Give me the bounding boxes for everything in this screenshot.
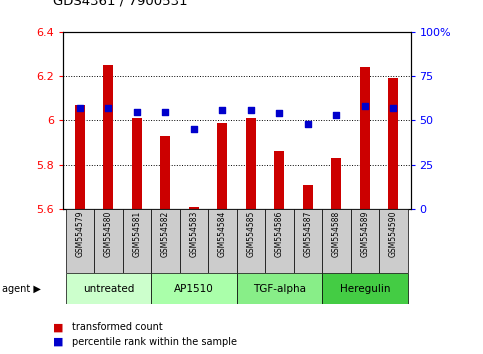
Text: percentile rank within the sample: percentile rank within the sample	[72, 337, 238, 347]
Bar	[160, 136, 170, 209]
Point	[218, 107, 226, 113]
Bar	[66, 209, 94, 273]
Bar	[237, 209, 265, 273]
Text: GSM554590: GSM554590	[389, 211, 398, 257]
Point	[161, 109, 169, 114]
Bar	[360, 67, 370, 209]
Text: untreated: untreated	[83, 284, 134, 293]
Point	[133, 109, 141, 114]
Bar	[132, 118, 142, 209]
Bar	[351, 209, 379, 273]
Point	[304, 121, 312, 127]
Bar	[274, 151, 284, 209]
Bar	[322, 209, 351, 273]
Bar	[180, 209, 208, 273]
Text: AP1510: AP1510	[174, 284, 214, 293]
Bar	[265, 209, 294, 273]
Text: GSM554585: GSM554585	[246, 211, 256, 257]
Bar	[189, 207, 199, 209]
Point	[276, 110, 284, 116]
Text: TGF-alpha: TGF-alpha	[253, 284, 306, 293]
Text: GSM554588: GSM554588	[332, 211, 341, 257]
Bar	[303, 184, 313, 209]
Text: GDS4361 / 7900531: GDS4361 / 7900531	[53, 0, 188, 7]
Text: GSM554584: GSM554584	[218, 211, 227, 257]
Text: GSM554579: GSM554579	[75, 211, 85, 257]
Bar	[217, 122, 227, 209]
Text: ■: ■	[53, 337, 64, 347]
Text: ■: ■	[53, 322, 64, 332]
Text: GSM554582: GSM554582	[161, 211, 170, 257]
Point	[333, 112, 341, 118]
Text: GSM554581: GSM554581	[132, 211, 142, 257]
Bar	[294, 209, 322, 273]
Bar	[151, 209, 180, 273]
Bar	[103, 65, 114, 209]
Bar	[388, 78, 398, 209]
Bar	[75, 105, 85, 209]
Text: agent ▶: agent ▶	[2, 284, 41, 293]
Bar	[246, 118, 256, 209]
Text: GSM554586: GSM554586	[275, 211, 284, 257]
Text: GSM554583: GSM554583	[189, 211, 199, 257]
Point	[76, 105, 84, 111]
Bar	[151, 273, 237, 304]
Text: GSM554587: GSM554587	[303, 211, 313, 257]
Bar	[208, 209, 237, 273]
Bar	[331, 158, 341, 209]
Bar	[66, 273, 151, 304]
Text: GSM554580: GSM554580	[104, 211, 113, 257]
Point	[104, 105, 112, 111]
Bar	[237, 273, 322, 304]
Bar	[94, 209, 123, 273]
Text: GSM554589: GSM554589	[360, 211, 369, 257]
Point	[190, 126, 198, 132]
Bar	[322, 273, 408, 304]
Point	[390, 105, 398, 111]
Text: Heregulin: Heregulin	[340, 284, 390, 293]
Text: transformed count: transformed count	[72, 322, 163, 332]
Point	[361, 103, 369, 109]
Bar	[123, 209, 151, 273]
Bar	[379, 209, 408, 273]
Point	[247, 107, 255, 113]
